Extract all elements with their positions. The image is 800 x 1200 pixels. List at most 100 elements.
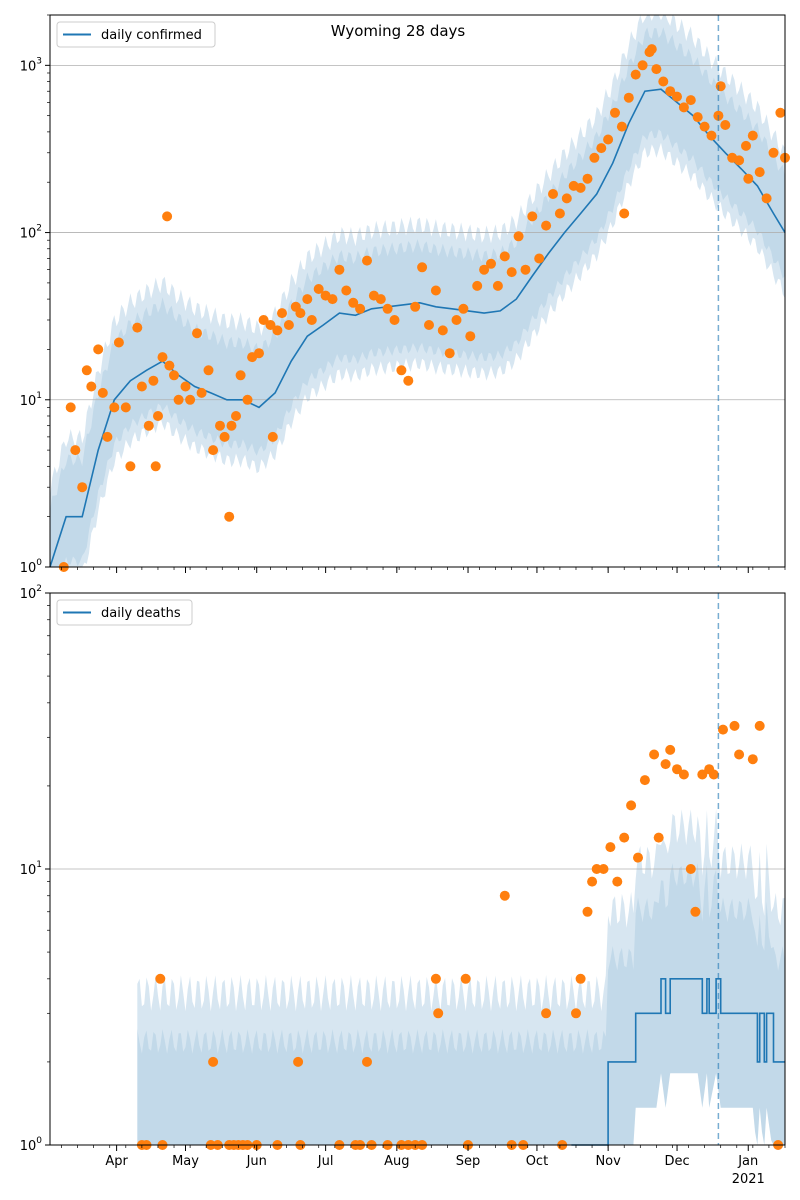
data-point [775, 107, 786, 118]
data-point [472, 280, 483, 291]
chart-title: Wyoming 28 days [331, 22, 466, 40]
data-point [293, 1056, 304, 1067]
data-point [720, 120, 731, 130]
data-point [626, 800, 637, 811]
data-point [254, 348, 264, 359]
data-point [715, 81, 726, 92]
y-tick-label: 101 [20, 391, 42, 409]
legend-box [56, 21, 216, 48]
data-point [192, 328, 202, 339]
y-tick-exponent: 0 [36, 558, 42, 568]
data-point [639, 775, 650, 786]
data-point [231, 411, 241, 421]
data-point [226, 420, 237, 431]
x-tick-label: Apr [105, 1154, 128, 1169]
data-point [458, 303, 469, 314]
y-tick-label: 100 [20, 558, 43, 576]
data-point [612, 876, 623, 887]
data-point [465, 331, 476, 342]
data-point [375, 294, 386, 305]
data-point [506, 267, 517, 278]
data-point [685, 864, 696, 874]
data-point [125, 461, 136, 472]
data-point [235, 370, 246, 381]
data-point [754, 167, 765, 178]
data-point [437, 325, 448, 336]
data-point [86, 381, 97, 392]
data-point [341, 285, 352, 296]
data-point [486, 258, 496, 269]
data-point [272, 325, 283, 336]
data-point [424, 320, 434, 330]
data-point [382, 303, 393, 314]
data-point [587, 876, 598, 887]
data-point [743, 173, 754, 184]
legend-box [56, 599, 193, 626]
data-point [334, 264, 345, 275]
data-point [734, 749, 745, 760]
data-point [180, 381, 191, 392]
data-point [630, 69, 641, 80]
data-point [527, 211, 538, 222]
x-tick-label: Sep [456, 1154, 481, 1169]
data-point [173, 394, 184, 405]
y-tick-exponent: 2 [36, 224, 42, 234]
data-point [637, 60, 648, 71]
x-tick-label: Oct [526, 1154, 548, 1169]
data-point [520, 264, 531, 275]
data-point [690, 906, 701, 917]
data-point [729, 720, 740, 731]
x-tick-label: Jun [246, 1154, 267, 1169]
x-tick-label: May [172, 1154, 199, 1169]
data-point [148, 375, 159, 386]
data-point [143, 420, 154, 431]
data-point [157, 352, 168, 363]
data-point [605, 842, 616, 853]
data-point [162, 211, 173, 222]
data-point [150, 461, 161, 472]
data-point [219, 431, 230, 442]
data-point [283, 320, 294, 330]
data-point [672, 764, 682, 775]
data-point [430, 973, 441, 984]
data-point [348, 297, 359, 308]
data-point [499, 251, 510, 262]
y-tick-label: 102 [20, 584, 42, 602]
data-point [327, 294, 338, 305]
data-point [93, 344, 104, 355]
confirmed-x-axis [61, 567, 786, 573]
data-point [761, 193, 772, 204]
data-point [224, 511, 235, 522]
data-point [196, 387, 207, 398]
data-point [460, 973, 471, 984]
deaths-legend: daily deaths [56, 599, 193, 626]
y-tick-exponent: 0 [36, 1136, 42, 1146]
data-point [734, 155, 745, 166]
data-point [747, 754, 758, 765]
data-point [649, 749, 660, 760]
series-line [571, 978, 785, 1146]
data-point [242, 394, 253, 405]
data-point [396, 365, 407, 376]
data-point [430, 285, 441, 296]
data-point [362, 255, 372, 266]
x-tick-label: Jan [737, 1154, 758, 1169]
x-tick-label: Dec [664, 1154, 689, 1169]
data-point [651, 64, 662, 75]
x-tick-label: Jul [317, 1154, 334, 1169]
data-point [81, 365, 92, 376]
data-point [610, 107, 620, 118]
deaths-series-line [571, 978, 785, 1146]
data-point [534, 253, 545, 264]
x-tick-label: Nov [595, 1154, 621, 1169]
data-point [136, 381, 147, 392]
data-point [77, 482, 88, 493]
x-tick-label: Aug [384, 1154, 409, 1169]
data-point [575, 973, 586, 984]
data-point [554, 208, 565, 219]
data-point [492, 280, 503, 291]
data-point [633, 852, 643, 863]
